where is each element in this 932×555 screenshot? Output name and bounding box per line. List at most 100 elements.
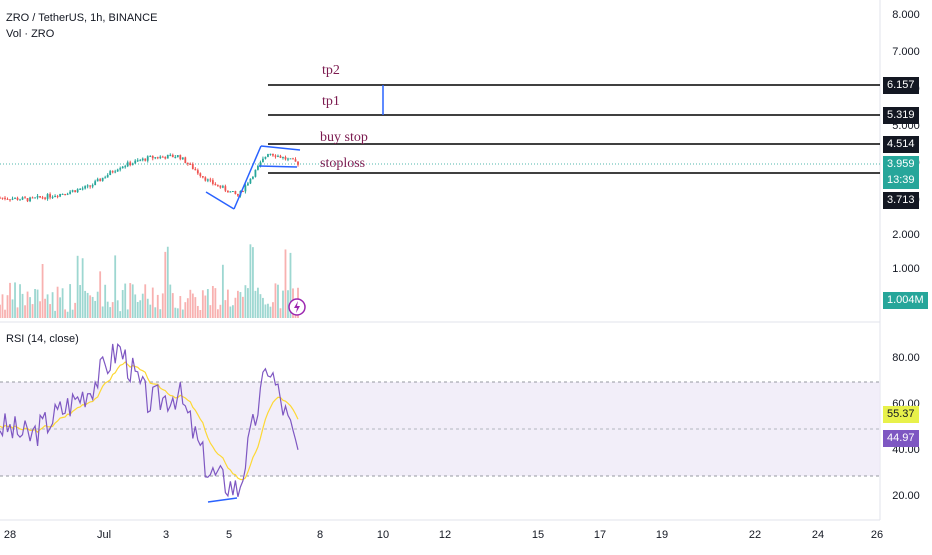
candle-body [99, 179, 102, 181]
candle-body [156, 157, 159, 159]
volume-bar [109, 307, 112, 318]
candle-body [91, 185, 94, 187]
volume-bar [106, 301, 109, 318]
buy-stop-label[interactable]: buy stop [320, 130, 368, 145]
volume-bar [277, 284, 279, 318]
candle-body [149, 155, 152, 157]
volume-bar [84, 290, 87, 318]
volume-bar [249, 244, 252, 318]
rsi-ma-line [0, 361, 299, 481]
price-tick-label: 8.000 [892, 9, 920, 21]
trendline-flag-pole[interactable] [233, 145, 262, 210]
volume-bar [196, 305, 199, 318]
candle-body [129, 162, 132, 166]
tp2-label[interactable]: tp2 [322, 63, 340, 78]
candle-body [96, 179, 99, 182]
volume-bar [96, 291, 99, 318]
symbol-legend[interactable]: ZRO / TetherUS, 1h, BINANCE [6, 12, 158, 24]
volume-bar [136, 301, 139, 318]
volume-bar [272, 302, 274, 318]
candle-body [21, 197, 24, 200]
candle-body [46, 194, 49, 199]
volume-bar [59, 297, 62, 318]
candle-body [249, 178, 252, 184]
volume-bar [144, 284, 147, 318]
volume-bar [174, 307, 177, 318]
candle-body [116, 169, 119, 172]
volume-legend[interactable]: Vol · ZRO [6, 28, 55, 40]
volume-bar [267, 303, 269, 318]
candle-body [9, 199, 11, 201]
time-tick-label: 22 [749, 529, 761, 541]
volume-bar [284, 249, 287, 318]
candle-body [282, 157, 284, 159]
candle-body [131, 163, 134, 166]
volume-bar [31, 304, 34, 318]
volume-bar [236, 290, 239, 318]
candle-body [54, 196, 56, 198]
candle-body [94, 181, 97, 186]
candle-body [214, 183, 217, 186]
volume-bar [71, 309, 74, 318]
rsi-legend[interactable]: RSI (14, close) [6, 333, 79, 345]
candle-body [219, 185, 222, 188]
candle-body [216, 185, 219, 187]
volume-bar [26, 291, 29, 318]
candle-body [154, 157, 157, 159]
trendline-flag-top[interactable] [260, 145, 301, 151]
candle-body [26, 198, 29, 202]
tp1-label[interactable]: tp1 [322, 94, 340, 109]
volume-bar [116, 300, 119, 318]
rsi-value-tag: 44.97 [883, 430, 919, 447]
volume-bar [91, 296, 94, 318]
volume-bar [46, 294, 49, 318]
candle-body [34, 197, 36, 199]
candle-body [101, 177, 104, 181]
candle-body [186, 163, 189, 165]
volume-bar [29, 297, 31, 318]
rsi-tick-label: 40.00 [892, 444, 920, 456]
candle-body [191, 164, 194, 169]
candle-body [189, 164, 192, 166]
stoploss-label[interactable]: stoploss [320, 156, 366, 171]
volume-bar [121, 290, 124, 318]
candle-body [51, 196, 54, 198]
volume-bar [164, 251, 167, 318]
last-price-tag: 3.959 [883, 156, 919, 173]
lightning-icon[interactable] [288, 298, 306, 316]
time-tick-label: 5 [226, 529, 232, 541]
candle-body [141, 158, 144, 161]
rsi-lines [0, 342, 299, 498]
candle-body [171, 154, 174, 158]
buy-stop-price-tag: 4.514 [883, 136, 919, 153]
candle-body [166, 154, 169, 159]
volume-bar [64, 309, 67, 318]
candle-body [174, 157, 177, 159]
volume-bar [94, 300, 97, 318]
trendline-flag-bottom[interactable] [258, 165, 298, 168]
trendline-drop[interactable] [205, 191, 235, 210]
volume-bar [139, 300, 142, 318]
volume-bar [44, 298, 46, 318]
candle-body [244, 185, 247, 192]
price-tick-label: 7.000 [892, 46, 920, 58]
volume-bar [24, 305, 26, 318]
candle-body [181, 157, 184, 160]
volume-bar [179, 296, 182, 318]
volume-bar [1, 294, 4, 318]
volume-bar [114, 255, 117, 318]
candle-body [211, 180, 214, 184]
candle-body [234, 191, 237, 194]
rsi-divergence-line[interactable] [207, 497, 238, 503]
candle-body [169, 154, 172, 156]
volume-bar [204, 295, 207, 318]
volume-bar [41, 263, 44, 318]
candle-body [221, 186, 224, 188]
time-tick-label: 12 [439, 529, 451, 541]
volume-bar [51, 292, 54, 318]
volume-bar [199, 309, 202, 318]
countdown-tag: 13:39 [883, 172, 919, 189]
candle-body [294, 159, 297, 162]
